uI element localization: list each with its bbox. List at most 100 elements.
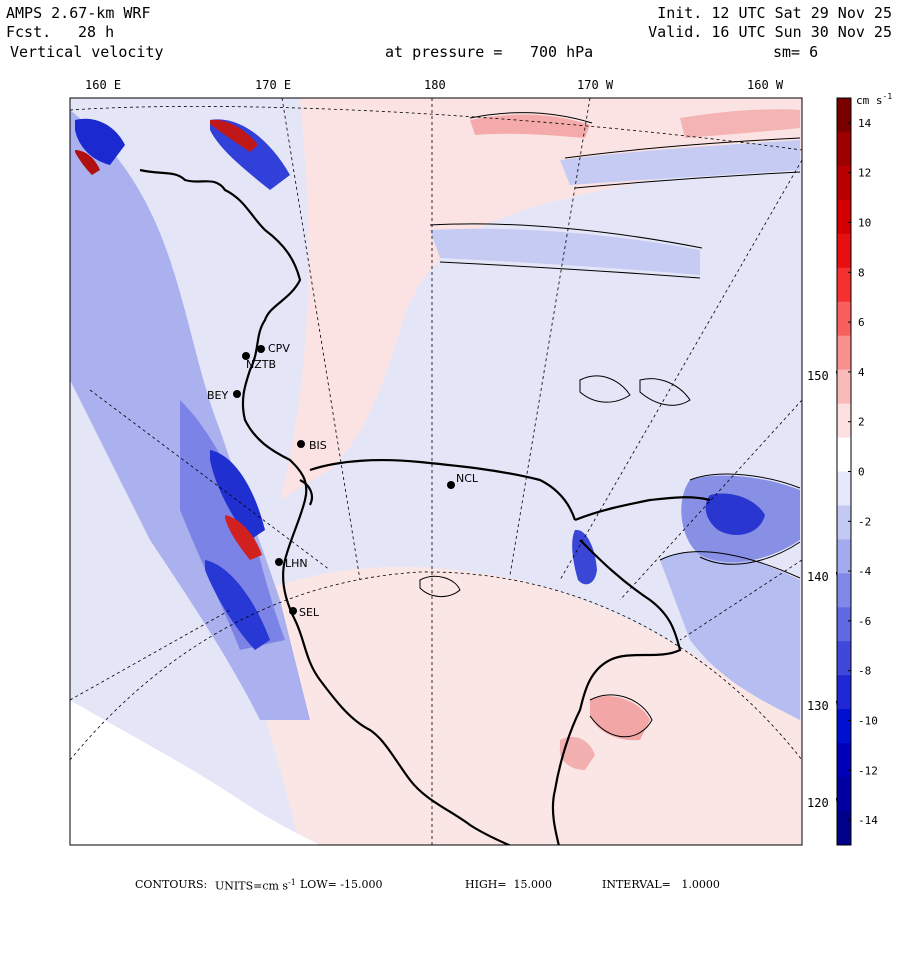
colorbar-swatch <box>837 675 851 710</box>
station-dot-bis <box>297 440 305 448</box>
meridian-140w <box>679 559 802 641</box>
model-title: AMPS 2.67-km WRF <box>6 4 151 22</box>
blue-patch-east <box>660 551 800 720</box>
colorbar-swatch <box>837 777 851 812</box>
lon-label-170w: 170 W <box>577 78 614 92</box>
colorbar-tick-label: 4 <box>858 366 865 379</box>
contour-footer: CONTOURS: UNITS=cm s-1 LOW= -15.000 HIGH… <box>0 878 900 956</box>
colorbar-tick-label: 12 <box>858 167 871 180</box>
map-frame <box>69 97 803 846</box>
colorbar-swatch <box>837 437 851 472</box>
station-label-bis: BIS <box>309 439 327 452</box>
colorbar-tick-label: 10 <box>858 217 871 230</box>
station-markers: CPV NZTB BEY BIS NCL LHN SEL <box>207 342 479 619</box>
colorbar-tick-label: -6 <box>858 615 871 628</box>
colorbar-swatch <box>837 131 851 167</box>
colorbar-swatch <box>837 811 851 846</box>
colorbar-swatch <box>837 199 851 235</box>
vortex-south <box>572 529 597 585</box>
colorbar-swatch <box>837 335 851 371</box>
colorbar-swatch <box>837 301 851 337</box>
colorbar-ticks: 14 12 10 8 6 4 2 0 -2 -4 -6 -8 -10 -12 -14 <box>848 117 878 827</box>
station-label-nztb: NZTB <box>246 358 276 371</box>
meridian-160w <box>559 159 802 581</box>
colorbar-tick-label: -10 <box>858 715 878 728</box>
footer-interval: INTERVAL= 1.0000 <box>602 878 720 891</box>
footer-units: UNITS=cm s-1 <box>215 878 296 893</box>
footer-high: HIGH= 15.000 <box>465 878 553 891</box>
colorbar-swatch <box>837 709 851 744</box>
lat-circle-south <box>70 571 802 761</box>
lon-label-120w: 120 W <box>807 796 844 810</box>
colorbar-swatch <box>837 539 851 574</box>
colorbar-swatch <box>837 743 851 778</box>
pink-streak-2 <box>680 109 800 138</box>
marie-byrd-coast <box>574 496 711 522</box>
colorbar-swatch <box>837 98 851 133</box>
colorbar-tick-label: 2 <box>858 416 865 429</box>
white-region <box>70 700 320 845</box>
pink-streak-1 <box>470 114 590 138</box>
colorbar-swatch <box>837 233 851 269</box>
colorbar-swatch <box>837 641 851 676</box>
station-label-ncl: NCL <box>456 472 479 485</box>
colorbar-swatch <box>837 369 851 405</box>
colorbar-tick-label: 6 <box>858 316 865 329</box>
red-spot-3 <box>75 150 100 175</box>
meridian-150e <box>70 609 231 701</box>
red-spot-2 <box>210 119 258 152</box>
colorbar-swatch <box>837 607 851 642</box>
blue-band-ocean <box>430 228 700 275</box>
colorbar-tick-label: 14 <box>858 117 872 130</box>
station-dot-sel <box>289 607 297 615</box>
station-dot-nztb <box>242 352 250 360</box>
inner-boundary <box>551 539 682 845</box>
footer-low: LOW= -15.000 <box>300 878 383 891</box>
lon-label-160w: 160 W <box>747 78 784 92</box>
station-dot-cpv <box>257 345 265 353</box>
lon-label-140w: 140 W <box>807 570 844 584</box>
colorbar-tick-label: 8 <box>858 266 865 279</box>
pink-patch-plateau <box>590 696 650 741</box>
lat-circle-north <box>70 106 802 151</box>
ross-ice-front <box>309 459 577 521</box>
dark-spot-south <box>205 560 270 650</box>
colorbar-tick-label: 0 <box>858 466 865 479</box>
colorbar-tick-label: -4 <box>858 565 872 578</box>
station-dot-ncl <box>447 481 455 489</box>
station-dot-bey <box>233 390 241 398</box>
colorbar-tick-label: -12 <box>858 764 878 777</box>
lon-label-150w: 150 W <box>807 369 844 383</box>
colorbar-swatch <box>837 505 851 540</box>
pressure-value: 700 hPa <box>530 43 594 61</box>
colorbar-tick-label: -2 <box>858 515 871 528</box>
colorbar-swatch <box>837 471 851 506</box>
field-name: Vertical velocity <box>10 43 164 61</box>
coastline <box>139 168 711 845</box>
station-dot-lhn <box>275 558 283 566</box>
station-label-lhn: LHN <box>285 557 308 570</box>
colorbar-tick-label: -14 <box>858 814 878 827</box>
lon-label-130w: 130 W <box>807 699 844 713</box>
pressure-label: at pressure = <box>385 43 503 61</box>
footer-contours-label: CONTOURS: <box>135 878 208 891</box>
meridian-170w <box>509 98 591 576</box>
dark-spot-nw <box>75 118 125 165</box>
smoothing-value: sm= 6 <box>773 43 819 61</box>
blue-band-ocean2 <box>560 140 800 185</box>
roosevelt-coast <box>299 479 314 506</box>
meridian-160e <box>89 389 331 571</box>
lon-label-180: 180 <box>424 78 446 92</box>
red-spot-1 <box>225 515 262 560</box>
contour-lines <box>419 112 801 738</box>
forecast-value: 28 h <box>78 23 115 41</box>
colorbar-swatch <box>837 267 851 303</box>
coastline-west <box>139 168 512 845</box>
cyclone-core <box>705 493 765 535</box>
station-label-sel: SEL <box>299 606 320 619</box>
colorbar-swatch <box>837 403 851 439</box>
map-figure: 160 E 170 E 180 170 W 160 W 150 W 140 W … <box>69 78 892 846</box>
colorbar <box>836 97 852 846</box>
station-label-bey: BEY <box>207 389 228 402</box>
dark-spot-mid <box>210 450 265 540</box>
